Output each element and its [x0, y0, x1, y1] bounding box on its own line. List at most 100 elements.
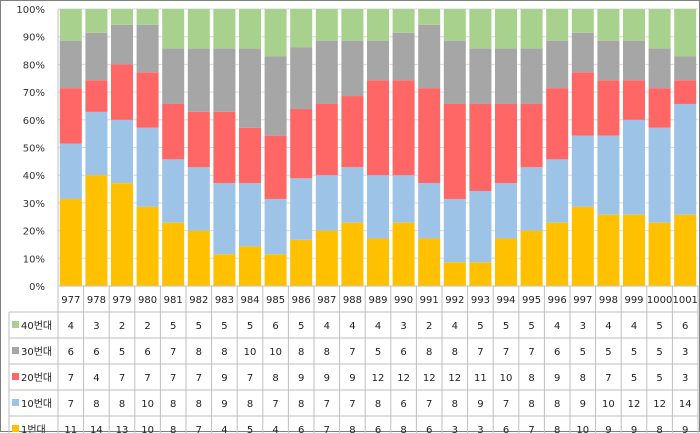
- bar-segment: [264, 56, 287, 136]
- bar-segment: [469, 9, 492, 49]
- table-value: 7: [503, 399, 509, 410]
- legend-label: 1번대: [21, 424, 46, 433]
- table-value: 5: [298, 321, 304, 332]
- bar-segment: [494, 238, 518, 286]
- table-value: 8: [298, 347, 304, 358]
- bar-segment: [571, 135, 594, 207]
- bar-segment: [366, 175, 390, 239]
- table-value: 9: [605, 425, 611, 433]
- x-category-label: 985: [266, 295, 285, 306]
- bar-segment: [187, 9, 210, 49]
- table-value: 12: [653, 399, 666, 410]
- table-value: 14: [90, 425, 103, 433]
- table-value: 9: [221, 373, 227, 384]
- bar-segment: [341, 167, 364, 223]
- table-value: 9: [298, 373, 304, 384]
- bar-segment: [648, 48, 671, 89]
- bar-segment: [443, 198, 466, 263]
- bar-segment: [392, 32, 415, 81]
- bar-segment: [392, 175, 415, 223]
- table-value: 4: [631, 321, 637, 332]
- bar-segment: [648, 88, 671, 128]
- table-value: 5: [528, 321, 534, 332]
- table-value: 8: [272, 373, 278, 384]
- y-tick-label: 50%: [23, 144, 45, 155]
- table-value: 7: [528, 425, 534, 433]
- bar-segment: [85, 32, 108, 81]
- table-value: 2: [119, 321, 125, 332]
- table-value: 8: [221, 347, 227, 358]
- table-value: 5: [119, 347, 125, 358]
- table-value: 8: [452, 347, 458, 358]
- bar-segment: [597, 40, 620, 81]
- bar-segment: [136, 9, 159, 25]
- bar-segment: [290, 239, 313, 286]
- bar-segment: [213, 111, 236, 184]
- bar-segment: [469, 191, 492, 263]
- table-value: 4: [375, 321, 381, 332]
- table-value: 5: [170, 321, 176, 332]
- table-value: 7: [349, 399, 355, 410]
- legend-label: 40번대: [21, 320, 52, 332]
- y-tick-label: 80%: [23, 60, 45, 71]
- bar-segment: [418, 183, 441, 239]
- x-category-label: 993: [471, 295, 490, 306]
- table-value: 8: [656, 425, 662, 433]
- bar-segment: [315, 40, 338, 104]
- bar-segment: [571, 32, 594, 73]
- y-tick-label: 30%: [23, 199, 45, 210]
- x-category-label: 991: [420, 295, 439, 306]
- table-value: 2: [426, 321, 432, 332]
- bar-segment: [85, 111, 108, 176]
- table-value: 10: [141, 425, 154, 433]
- table-value: 14: [679, 399, 692, 410]
- table-value: 3: [682, 347, 688, 358]
- table-value: 9: [324, 373, 330, 384]
- bar-segment: [187, 167, 210, 231]
- table-value: 7: [528, 347, 534, 358]
- bar-segment: [520, 9, 543, 49]
- table-value: 9: [554, 373, 560, 384]
- bar-segment: [162, 159, 185, 223]
- bar-segment: [674, 214, 697, 286]
- table-value: 4: [272, 425, 278, 433]
- bar-segment: [59, 9, 82, 41]
- x-category-label: 979: [112, 295, 131, 306]
- table-value: 4: [221, 425, 227, 433]
- y-tick-label: 10%: [23, 254, 45, 265]
- table-value: 8: [580, 373, 586, 384]
- bar-segment: [622, 214, 646, 286]
- bar-segment: [366, 80, 390, 176]
- bar-segment: [238, 127, 262, 184]
- legend-label: 20번대: [21, 372, 52, 384]
- table-value: 10: [141, 399, 154, 410]
- bar-segment: [162, 222, 185, 286]
- table-value: 8: [528, 399, 534, 410]
- bars: [59, 9, 697, 286]
- bar-segment: [622, 80, 646, 120]
- bar-segment: [315, 230, 338, 286]
- table-value: 7: [68, 373, 74, 384]
- table-value: 8: [528, 373, 534, 384]
- table-value: 3: [93, 321, 99, 332]
- table-value: 4: [93, 373, 99, 384]
- bar-segment: [213, 9, 236, 49]
- table-value: 6: [503, 425, 509, 433]
- bar-segment: [213, 254, 236, 286]
- table-value: 9: [580, 399, 586, 410]
- x-category-label: 995: [522, 295, 541, 306]
- table-value: 8: [196, 399, 202, 410]
- x-category-label: 998: [599, 295, 618, 306]
- bar-segment: [366, 238, 390, 286]
- bar-segment: [136, 24, 159, 73]
- bar-segment: [238, 246, 262, 286]
- table-value: 3: [400, 321, 406, 332]
- bar-segment: [213, 48, 236, 112]
- table-value: 5: [631, 347, 637, 358]
- table-value: 7: [272, 399, 278, 410]
- table-value: 9: [221, 399, 227, 410]
- bar-segment: [59, 88, 82, 144]
- table-value: 3: [580, 321, 586, 332]
- bar-segment: [622, 119, 646, 215]
